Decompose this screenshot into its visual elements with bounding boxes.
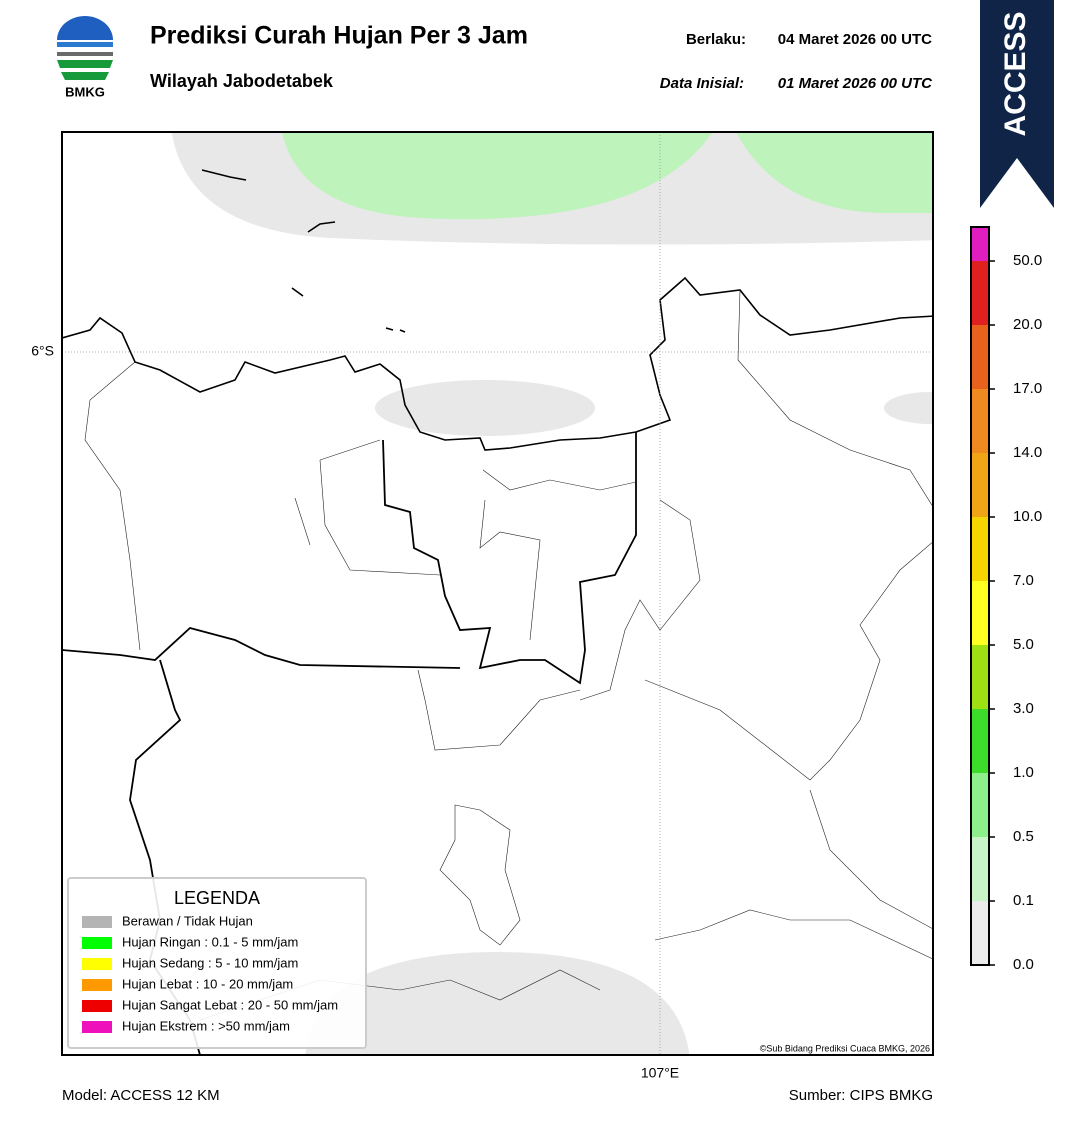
legend-label: Hujan Ekstrem : >50 mm/jam [122, 1018, 290, 1033]
colorbar-label: 17.0 [1013, 380, 1042, 397]
cloud-area [305, 951, 690, 1055]
legend-swatch [82, 979, 112, 991]
legend: LEGENDA Berawan / Tidak Hujan Hujan Ringa… [67, 877, 367, 1049]
colorbar-label: 7.0 [1013, 572, 1034, 589]
title: Prediksi Curah Hujan Per 3 Jam [150, 22, 528, 50]
rain-area [281, 132, 713, 220]
legend-swatch [82, 1021, 112, 1033]
legend-label: Hujan Ringan : 0.1 - 5 mm/jam [122, 934, 298, 949]
subtitle: Wilayah Jabodetabek [150, 71, 334, 91]
valid-label: Berlaku: [686, 31, 746, 48]
logo-text: BMKG [65, 84, 105, 99]
lat-label: 6°S [31, 343, 54, 359]
logo-land [57, 60, 113, 68]
colorbar-label: 0.1 [1013, 892, 1034, 909]
rain-area [735, 132, 933, 213]
logo-band [57, 52, 113, 56]
cloud-area [375, 380, 595, 436]
colorbar-segment [971, 581, 989, 645]
colorbar-label: 10.0 [1013, 508, 1042, 525]
valid-time: 04 Maret 2026 00 UTC [778, 31, 932, 48]
colorbar-segment [971, 517, 989, 581]
colorbar: 0.0 0.1 0.5 1.0 3.0 5.0 7.0 10.0 14.0 17.0 20.0 50.… [970, 226, 1042, 973]
colorbar-segment [971, 389, 989, 453]
colorbar-label: 20.0 [1013, 316, 1042, 333]
legend-label: Berawan / Tidak Hujan [122, 913, 253, 928]
colorbar-label: 3.0 [1013, 700, 1034, 717]
colorbar-segment [971, 453, 989, 517]
lon-label: 107°E [641, 1065, 679, 1081]
logo-land [61, 72, 109, 80]
legend-label: Hujan Sedang : 5 - 10 mm/jam [122, 955, 298, 970]
cloud-area [884, 392, 933, 424]
admin-border [84, 289, 933, 1021]
init-label: Data Inisial: [660, 75, 744, 92]
legend-label: Hujan Sangat Lebat : 20 - 50 mm/jam [122, 997, 338, 1012]
colorbar-label: 5.0 [1013, 636, 1034, 653]
logo-band [57, 42, 113, 47]
colorbar-segment [971, 227, 989, 261]
legend-swatch [82, 958, 112, 970]
colorbar-frame [970, 226, 990, 966]
colorbar-segment [971, 261, 989, 325]
colorbar-segment [971, 325, 989, 389]
province-border [382, 432, 637, 685]
colorbar-label: 0.5 [1013, 828, 1034, 845]
colorbar-segment [971, 645, 989, 709]
legend-swatch [82, 1000, 112, 1012]
logo-sky [57, 16, 113, 40]
map-frame [61, 131, 934, 1056]
logo: BMKG [57, 16, 113, 99]
legend-title: LEGENDA [174, 888, 260, 908]
colorbar-segment [971, 901, 989, 965]
footer-model: Model: ACCESS 12 KM [62, 1087, 220, 1104]
badge-text: ACCESS [999, 11, 1032, 136]
colorbar-label: 0.0 [1013, 956, 1034, 973]
badge [980, 0, 1054, 208]
colorbar-segment [971, 773, 989, 837]
legend-box [67, 877, 367, 1049]
footer-source: Sumber: CIPS BMKG [789, 1087, 933, 1104]
colorbar-label: 14.0 [1013, 444, 1042, 461]
colorbar-segment [971, 709, 989, 773]
colorbar-segment [971, 837, 989, 901]
legend-label: Hujan Lebat : 10 - 20 mm/jam [122, 976, 293, 991]
islands [201, 169, 406, 333]
colorbar-label: 1.0 [1013, 764, 1034, 781]
legend-swatch [82, 916, 112, 928]
legend-swatch [82, 937, 112, 949]
init-time: 01 Maret 2026 00 UTC [778, 75, 933, 92]
coastline [62, 276, 933, 451]
colorbar-label: 50.0 [1013, 252, 1042, 269]
credit: ©Sub Bidang Prediksi Cuaca BMKG, 2026 [760, 1043, 930, 1053]
